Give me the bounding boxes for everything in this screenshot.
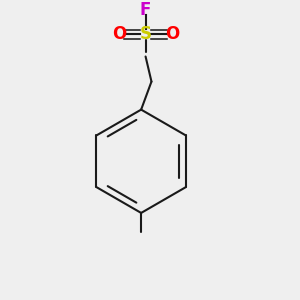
Text: O: O	[112, 26, 126, 44]
Text: S: S	[140, 26, 152, 44]
Text: F: F	[140, 1, 151, 19]
Text: O: O	[165, 26, 179, 44]
